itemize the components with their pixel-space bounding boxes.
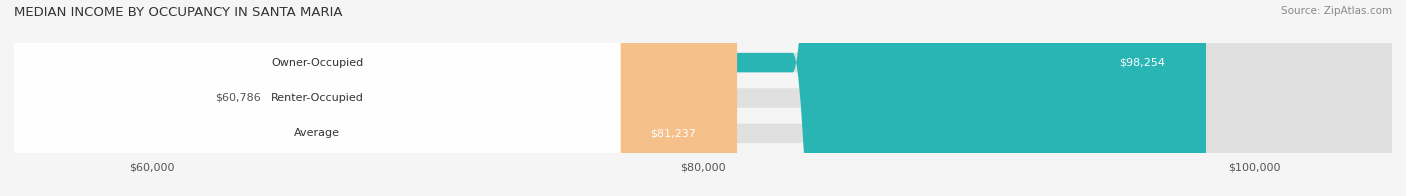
FancyBboxPatch shape bbox=[0, 0, 427, 196]
Text: $81,237: $81,237 bbox=[650, 128, 696, 138]
FancyBboxPatch shape bbox=[14, 0, 620, 196]
FancyBboxPatch shape bbox=[14, 0, 1392, 196]
Text: Source: ZipAtlas.com: Source: ZipAtlas.com bbox=[1281, 6, 1392, 16]
Text: Owner-Occupied: Owner-Occupied bbox=[271, 58, 363, 68]
FancyBboxPatch shape bbox=[14, 0, 1392, 196]
FancyBboxPatch shape bbox=[14, 0, 620, 196]
Text: Renter-Occupied: Renter-Occupied bbox=[271, 93, 364, 103]
FancyBboxPatch shape bbox=[14, 0, 1206, 196]
FancyBboxPatch shape bbox=[14, 0, 737, 196]
Text: Average: Average bbox=[294, 128, 340, 138]
Text: MEDIAN INCOME BY OCCUPANCY IN SANTA MARIA: MEDIAN INCOME BY OCCUPANCY IN SANTA MARI… bbox=[14, 6, 343, 19]
FancyBboxPatch shape bbox=[14, 0, 1392, 196]
Text: $60,786: $60,786 bbox=[215, 93, 260, 103]
Text: $98,254: $98,254 bbox=[1119, 58, 1164, 68]
FancyBboxPatch shape bbox=[14, 0, 620, 196]
